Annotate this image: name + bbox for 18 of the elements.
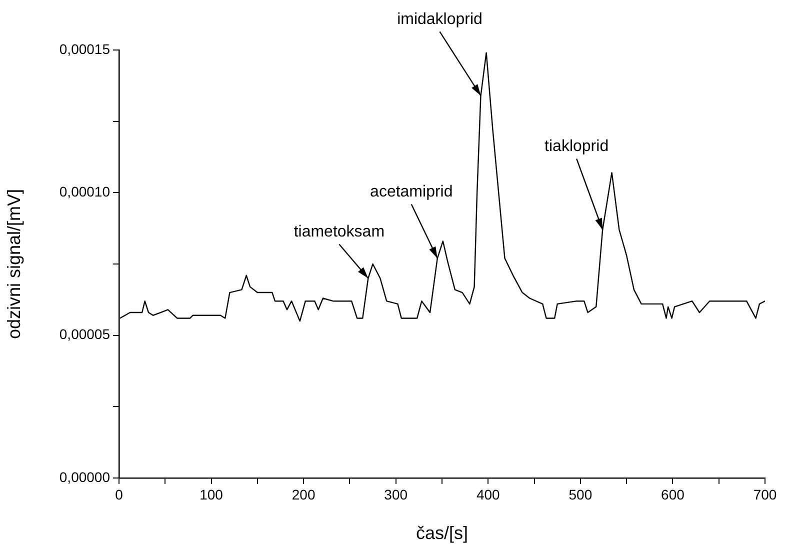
y-axis-title: odzivni signal/[mV] — [4, 188, 24, 340]
y-tick-label: 0,00000 — [59, 468, 110, 485]
annotation: acetamiprid — [370, 184, 453, 201]
x-tick-label: 100 — [200, 486, 224, 502]
x-tick-label: 700 — [753, 486, 777, 502]
x-tick-label: 600 — [661, 486, 685, 502]
x-axis-title: čas/[s] — [416, 523, 468, 544]
y-tick-label: 0,00005 — [59, 326, 110, 342]
y-tick-label: 0,00010 — [59, 184, 110, 200]
x-tick-label: 200 — [292, 486, 316, 502]
x-tick-label: 300 — [384, 486, 408, 502]
x-tick-label: 500 — [568, 486, 592, 502]
annotation: imidakloprid — [397, 11, 482, 28]
annotation: tiakloprid — [544, 138, 609, 156]
y-tick-label: 0,00015 — [59, 40, 110, 57]
x-tick-label: 0 — [115, 486, 124, 502]
x-tick-label: 400 — [476, 486, 500, 502]
annotation: tiametoksam — [294, 224, 385, 241]
